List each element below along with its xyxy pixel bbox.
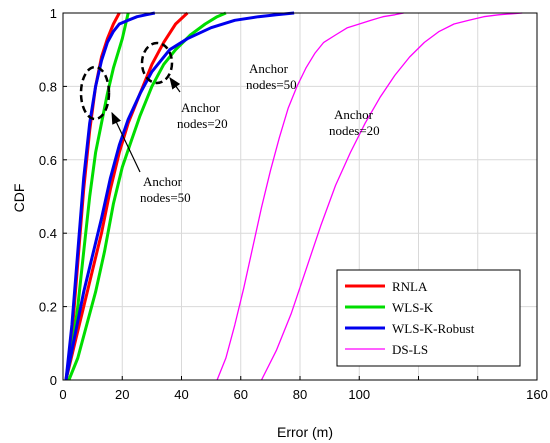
- y-tick-label: 1: [50, 6, 57, 21]
- x-axis-label: Error (m): [277, 424, 333, 440]
- x-tick-label: 20: [115, 387, 129, 402]
- arrow-line-20: [169, 77, 181, 93]
- legend-box: [336, 269, 521, 367]
- legend-label: WLS-K: [392, 300, 434, 315]
- y-tick-label: 0.8: [39, 79, 57, 94]
- x-tick-label: 0: [59, 387, 66, 402]
- series-line-ds-ls: [216, 12, 404, 381]
- y-tick-label: 0.4: [39, 226, 57, 241]
- annotation-line-1: Anchor: [249, 61, 289, 76]
- series-line-rnla: [64, 11, 189, 381]
- arrow-line-50: [111, 111, 141, 173]
- x-tick-label: 60: [234, 387, 248, 402]
- series-line-wls-k-robust: [64, 11, 156, 381]
- annotation-line-2: nodes=20: [329, 123, 380, 138]
- ellipse-marker-20: [140, 41, 174, 85]
- annotation-line-2: nodes=50: [246, 77, 297, 92]
- legend-label: DS-LS: [392, 342, 428, 357]
- annotation-line-1: Anchor: [181, 100, 221, 115]
- series-line-wls-k: [67, 11, 227, 381]
- y-axis-label: CDF: [11, 184, 27, 213]
- legend-label: WLS-K-Robust: [392, 321, 475, 336]
- legend-label: RNLA: [392, 279, 428, 294]
- series-line-ds-ls: [260, 12, 523, 381]
- legend: RNLA WLS-K WLS-K-Robust DS-LS: [336, 269, 521, 367]
- series-line-wls-k-robust: [64, 11, 295, 381]
- y-tick-label: 0.2: [39, 300, 57, 315]
- annotation-line-2: nodes=20: [177, 116, 228, 131]
- plot-area: [64, 11, 523, 381]
- annotation-line-1: Anchor: [143, 174, 183, 189]
- x-tick-label: 160: [526, 387, 548, 402]
- annotations: Anchor nodes=50 Anchor nodes=20 Anchor n…: [79, 41, 380, 205]
- series-line-wls-k: [64, 12, 130, 381]
- y-tick-label: 0.6: [39, 153, 57, 168]
- annotation-line-2: nodes=50: [140, 190, 191, 205]
- axes: 0 20 40 60 80 100 160 0 0.2 0.4 0.6 0.8 1: [39, 6, 548, 402]
- annotation-line-1: Anchor: [334, 107, 374, 122]
- x-tick-label: 40: [174, 387, 188, 402]
- x-tick-label: 100: [348, 387, 370, 402]
- ellipse-marker-50: [79, 65, 111, 121]
- x-tick-label: 80: [293, 387, 307, 402]
- y-tick-label: 0: [50, 373, 57, 388]
